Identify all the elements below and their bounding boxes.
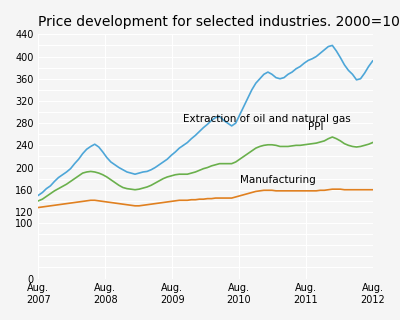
Text: Manufacturing: Manufacturing [240,175,316,185]
Text: Extraction of oil and natural gas: Extraction of oil and natural gas [183,114,351,124]
Text: PPI: PPI [308,122,324,132]
Text: Price development for selected industries. 2000=100: Price development for selected industrie… [38,15,400,29]
